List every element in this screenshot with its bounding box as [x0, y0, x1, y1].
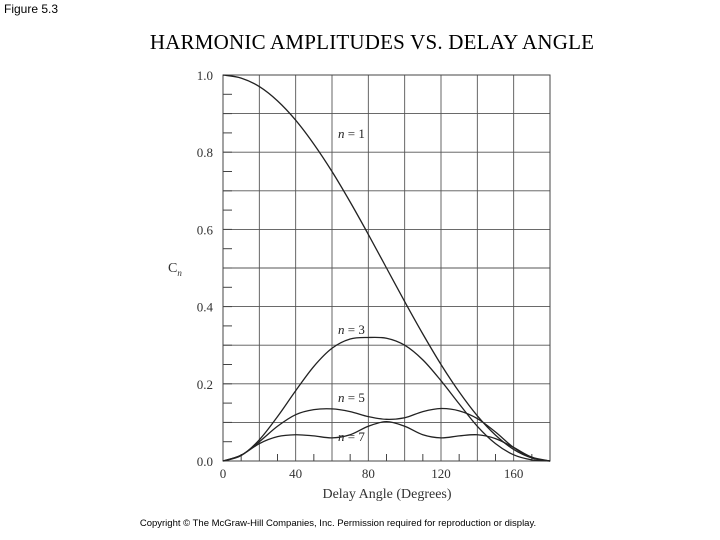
y-tick-labels: 0.0 0.2 0.4 0.6 0.8 1.0 [197, 68, 214, 469]
copyright-notice: Copyright © The McGraw-Hill Companies, I… [139, 518, 537, 529]
y-tick-label: 0.4 [197, 300, 214, 315]
plot-frame [222, 74, 551, 462]
x-axis-title: Delay Angle (Degrees) [322, 487, 451, 502]
series-lines [222, 74, 551, 462]
y-tick-label: 0.6 [197, 222, 214, 237]
x-tick-label: 160 [504, 466, 524, 481]
x-tick-label: 40 [289, 466, 302, 481]
grid [223, 75, 550, 461]
series-line-n5 [222, 407, 551, 462]
series-label: n = 3 [338, 322, 365, 337]
y-tick-label: 0.2 [197, 377, 213, 392]
x-tick-label: 0 [220, 466, 227, 481]
y-tick-label: 1.0 [197, 68, 213, 83]
series-label: n = 7 [338, 429, 365, 444]
series-line-n1 [222, 74, 551, 462]
x-tick-label: 120 [431, 466, 451, 481]
series-label: n = 5 [338, 390, 365, 405]
series-line-n7 [222, 420, 551, 462]
y-tick-label: 0.8 [197, 145, 213, 160]
y-axis-title: Cn [168, 261, 182, 278]
series-label: n = 1 [338, 126, 365, 141]
series-labels: n = 1 n = 3 n = 5 n = 7 [338, 126, 365, 444]
x-tick-labels: 0 40 80 120 160 [220, 466, 524, 481]
series-line-n3 [222, 336, 551, 462]
figure-label: Figure 5.3 [4, 2, 59, 16]
y-tick-label: 0.0 [197, 454, 213, 469]
x-tick-label: 80 [362, 466, 375, 481]
chart-title: HARMONIC AMPLITUDES VS. DELAY ANGLE [149, 30, 595, 54]
minor-ticks [223, 74, 533, 462]
